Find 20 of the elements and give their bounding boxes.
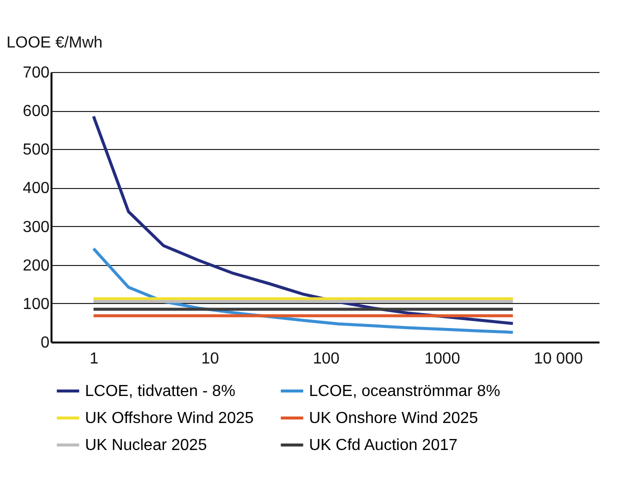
y-tick-label: 0: [40, 334, 50, 352]
y-tick-label: 400: [22, 180, 50, 198]
y-tick-label: 600: [22, 103, 50, 120]
x-tick-label: 10 000: [534, 350, 583, 368]
legend-label: UK Onshore Wind 2025: [309, 410, 478, 427]
x-tick-label: 1000: [424, 350, 460, 368]
y-tick-label: 100: [22, 296, 50, 313]
y-tick-label: 200: [22, 257, 50, 274]
legend-label: UK Offshore Wind 2025: [85, 410, 254, 427]
legend-label: LCOE, tidvatten - 8%: [85, 383, 236, 400]
x-tick-label: 1: [90, 350, 99, 368]
y-tick-label: 700: [22, 64, 50, 82]
x-tick-label: 10: [201, 350, 220, 368]
legend-label: LCOE, oceanströmmar 8%: [309, 383, 500, 400]
x-tick-label: 100: [312, 350, 340, 368]
y-axis-title: LOOE €/Mwh: [6, 34, 103, 52]
y-tick-label: 300: [22, 218, 50, 236]
legend-label: UK Nuclear 2025: [85, 437, 207, 454]
legend-label: UK Cfd Auction 2017: [309, 437, 458, 454]
y-tick-label: 500: [22, 142, 50, 159]
